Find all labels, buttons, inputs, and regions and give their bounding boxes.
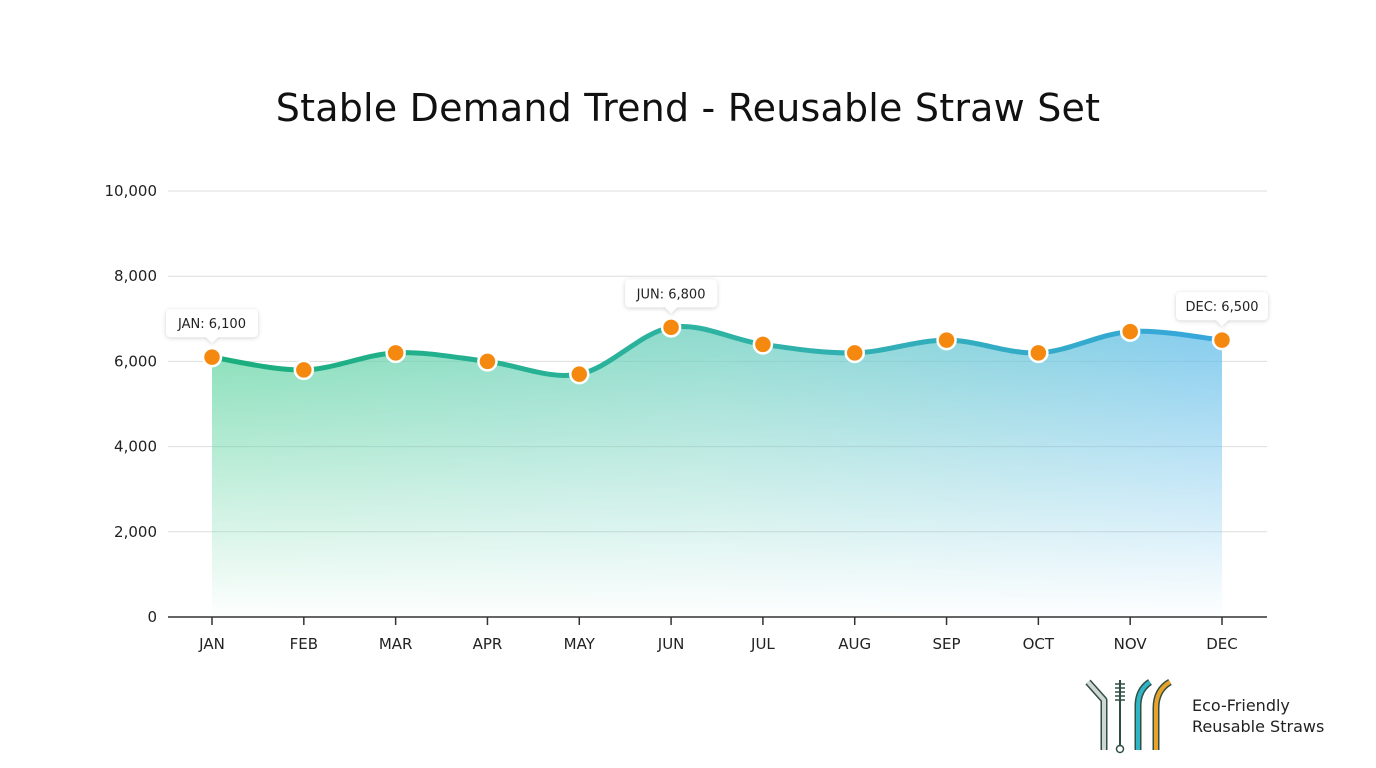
chart-title: Stable Demand Trend - Reusable Straw Set [275,86,1101,130]
logo-line-1: Eco-Friendly [1192,696,1290,715]
y-tick-label: 10,000 [105,182,158,200]
data-point [936,329,957,351]
x-tick-label: JAN [198,635,225,653]
callout-label: JAN: 6,100 [177,317,246,332]
data-point [569,363,590,385]
data-point [201,346,223,368]
x-tick-label: NOV [1114,635,1148,653]
logo-line-2: Reusable Straws [1192,717,1325,736]
callout-box [1176,292,1268,327]
x-tick-label: JUL [750,635,775,653]
y-tick-label: 0 [147,608,157,626]
data-callout: JUN: 6,800 [625,279,718,314]
x-tick-label: DEC [1206,635,1238,653]
callout-label: DEC: 6,500 [1185,300,1258,315]
data-point [752,334,774,355]
x-tick-label: SEP [933,635,961,653]
data-point [1028,342,1049,364]
data-point [844,342,865,364]
x-tick-label: APR [473,635,503,653]
x-tick-label: OCT [1023,635,1055,653]
x-tick-label: JUN [657,635,685,653]
x-tick-label: MAR [379,635,413,653]
callout-box [166,309,258,344]
x-tick-label: FEB [290,635,318,653]
data-point [293,359,315,381]
y-tick-label: 2,000 [114,523,157,541]
y-tick-label: 4,000 [114,438,157,456]
x-tick-label: AUG [838,635,871,653]
x-tick-label: MAY [564,635,596,653]
data-point [477,351,498,372]
data-point [660,317,682,338]
data-callout: JAN: 6,100 [166,309,258,344]
data-callout: DEC: 6,500 [1176,292,1268,327]
area-fill [212,326,1222,617]
y-tick-label: 6,000 [114,352,157,370]
data-point [385,342,406,364]
y-tick-label: 8,000 [114,267,157,285]
area-chart: 0 2,000 4,000 6,000 8,000 10,000 JAN FEB MAR APR M… [105,182,1268,653]
brand-logo: Eco-Friendly Reusable Straws [1084,676,1324,756]
callout-label: JUN: 6,800 [636,287,706,302]
data-point [1211,329,1233,351]
callout-box [625,279,718,314]
straws-icon [1085,678,1172,754]
data-point [1119,321,1141,342]
